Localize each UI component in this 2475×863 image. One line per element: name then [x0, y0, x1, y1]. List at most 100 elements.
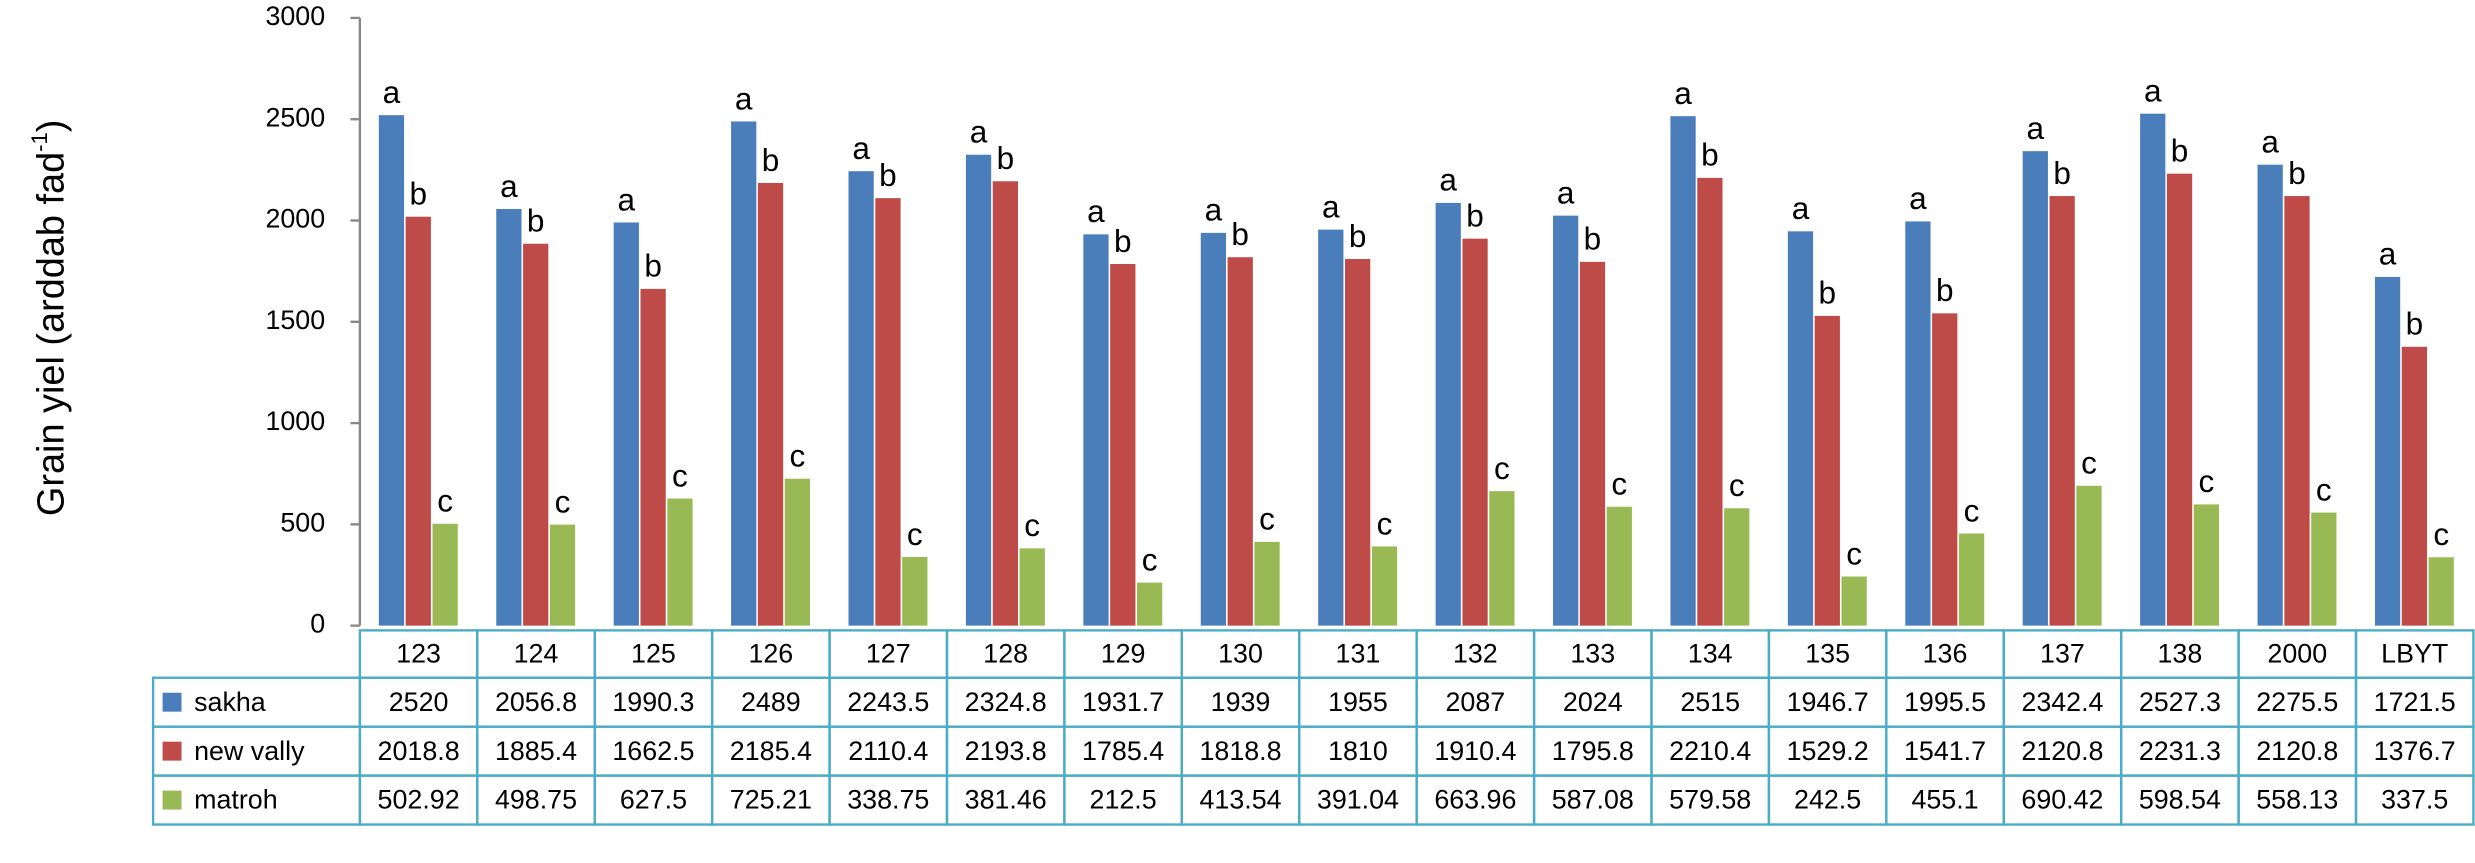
significance-letter: c — [2433, 516, 2449, 552]
table-value: 498.75 — [495, 785, 577, 815]
bar — [1435, 202, 1461, 626]
bar — [2166, 173, 2193, 626]
category-label: 2000 — [2267, 639, 2327, 669]
table-value: 2210.4 — [1669, 736, 1751, 766]
table-value: 1818.8 — [1199, 736, 1281, 766]
table-value: 2110.4 — [848, 736, 928, 766]
bar — [1489, 491, 1515, 626]
significance-letter: c — [1377, 505, 1393, 541]
category-label: LBYT — [2381, 639, 2448, 669]
table-value: 381.46 — [965, 785, 1047, 815]
table-value: 1810 — [1328, 736, 1388, 766]
category-label: 128 — [983, 639, 1028, 669]
bar — [1110, 263, 1136, 626]
significance-letter: a — [1439, 162, 1457, 198]
bar — [1019, 548, 1045, 626]
table-value: 2120.8 — [2021, 736, 2103, 766]
bar — [1670, 116, 1696, 626]
table-value: 1946.7 — [1787, 687, 1869, 717]
significance-letter: c — [1142, 541, 1158, 577]
category-label: 131 — [1336, 639, 1381, 669]
table-value: 391.04 — [1317, 785, 1399, 815]
table-value: 455.1 — [1911, 785, 1978, 815]
significance-letter: b — [1114, 223, 1132, 259]
y-tick-label: 3000 — [265, 1, 325, 31]
table-value: 690.42 — [2021, 785, 2103, 815]
table-value: 627.5 — [620, 785, 687, 815]
bar — [1371, 546, 1398, 626]
significance-letter: c — [2081, 445, 2097, 481]
significance-letter: b — [997, 140, 1015, 176]
bar — [992, 181, 1019, 626]
table-value: 598.54 — [2139, 785, 2221, 815]
y-label-end: ) — [31, 120, 73, 133]
bar — [2284, 196, 2310, 626]
legend-label: new vally — [194, 736, 305, 766]
bar — [1200, 232, 1227, 626]
significance-letter: b — [1936, 272, 1954, 308]
significance-letter: b — [1584, 221, 1602, 257]
bar — [549, 524, 576, 626]
significance-letter: c — [672, 457, 688, 493]
y-tick-label: 2500 — [265, 102, 325, 132]
bar — [613, 222, 639, 626]
bar — [1841, 576, 1867, 626]
table-value: 413.54 — [1199, 785, 1281, 815]
table-value: 1939 — [1211, 687, 1271, 717]
significance-letter: a — [2144, 73, 2162, 109]
table-value: 2024 — [1563, 687, 1623, 717]
table-value: 2087 — [1446, 687, 1506, 717]
legend-label: sakha — [194, 687, 266, 717]
table-value: 2515 — [1680, 687, 1740, 717]
table-value: 2056.8 — [495, 687, 577, 717]
table-value: 558.13 — [2256, 785, 2338, 815]
table-value: 1721.5 — [2374, 687, 2456, 717]
significance-letter: b — [2053, 155, 2071, 191]
bar — [667, 498, 693, 626]
category-label: 125 — [631, 639, 676, 669]
category-label: 135 — [1805, 639, 1850, 669]
bar — [2076, 485, 2102, 626]
table-value: 579.58 — [1669, 785, 1751, 815]
table-value: 1541.7 — [1904, 736, 1986, 766]
significance-letter: c — [1494, 450, 1510, 486]
significance-letter: b — [527, 203, 545, 239]
category-label: 124 — [514, 639, 559, 669]
significance-letter: a — [2027, 110, 2045, 146]
table-value: 2193.8 — [965, 736, 1047, 766]
table-value: 2324.8 — [965, 687, 1047, 717]
table-value: 1910.4 — [1434, 736, 1516, 766]
significance-letter: a — [1674, 75, 1692, 111]
table-value: 2342.4 — [2021, 687, 2103, 717]
significance-letter: b — [2288, 155, 2306, 191]
significance-letter: a — [618, 181, 636, 217]
bar — [2401, 346, 2428, 626]
significance-letter: b — [1701, 137, 1719, 173]
significance-letter: b — [762, 142, 780, 178]
bar — [2193, 504, 2220, 626]
bar — [2311, 512, 2337, 626]
significance-letter: b — [1466, 197, 1484, 233]
table-value: 1376.7 — [2374, 736, 2456, 766]
legend-swatch — [162, 692, 182, 712]
category-label: 134 — [1688, 639, 1733, 669]
table-value: 1955 — [1328, 687, 1388, 717]
bar — [1345, 259, 1371, 626]
table-value: 242.5 — [1794, 785, 1861, 815]
significance-letter: b — [410, 176, 428, 212]
table-value: 338.75 — [847, 785, 929, 815]
bar — [1318, 229, 1344, 626]
category-label: 138 — [2157, 639, 2202, 669]
table-value: 587.08 — [1552, 785, 1634, 815]
bar — [2374, 276, 2401, 626]
y-tick-label: 1000 — [265, 406, 325, 436]
table-value: 337.5 — [2381, 785, 2448, 815]
significance-letter: c — [1729, 467, 1745, 503]
category-label: 127 — [866, 639, 911, 669]
table-value: 2018.8 — [378, 736, 460, 766]
bar — [1814, 315, 1840, 626]
bar — [757, 182, 784, 626]
table-value: 1785.4 — [1082, 736, 1164, 766]
